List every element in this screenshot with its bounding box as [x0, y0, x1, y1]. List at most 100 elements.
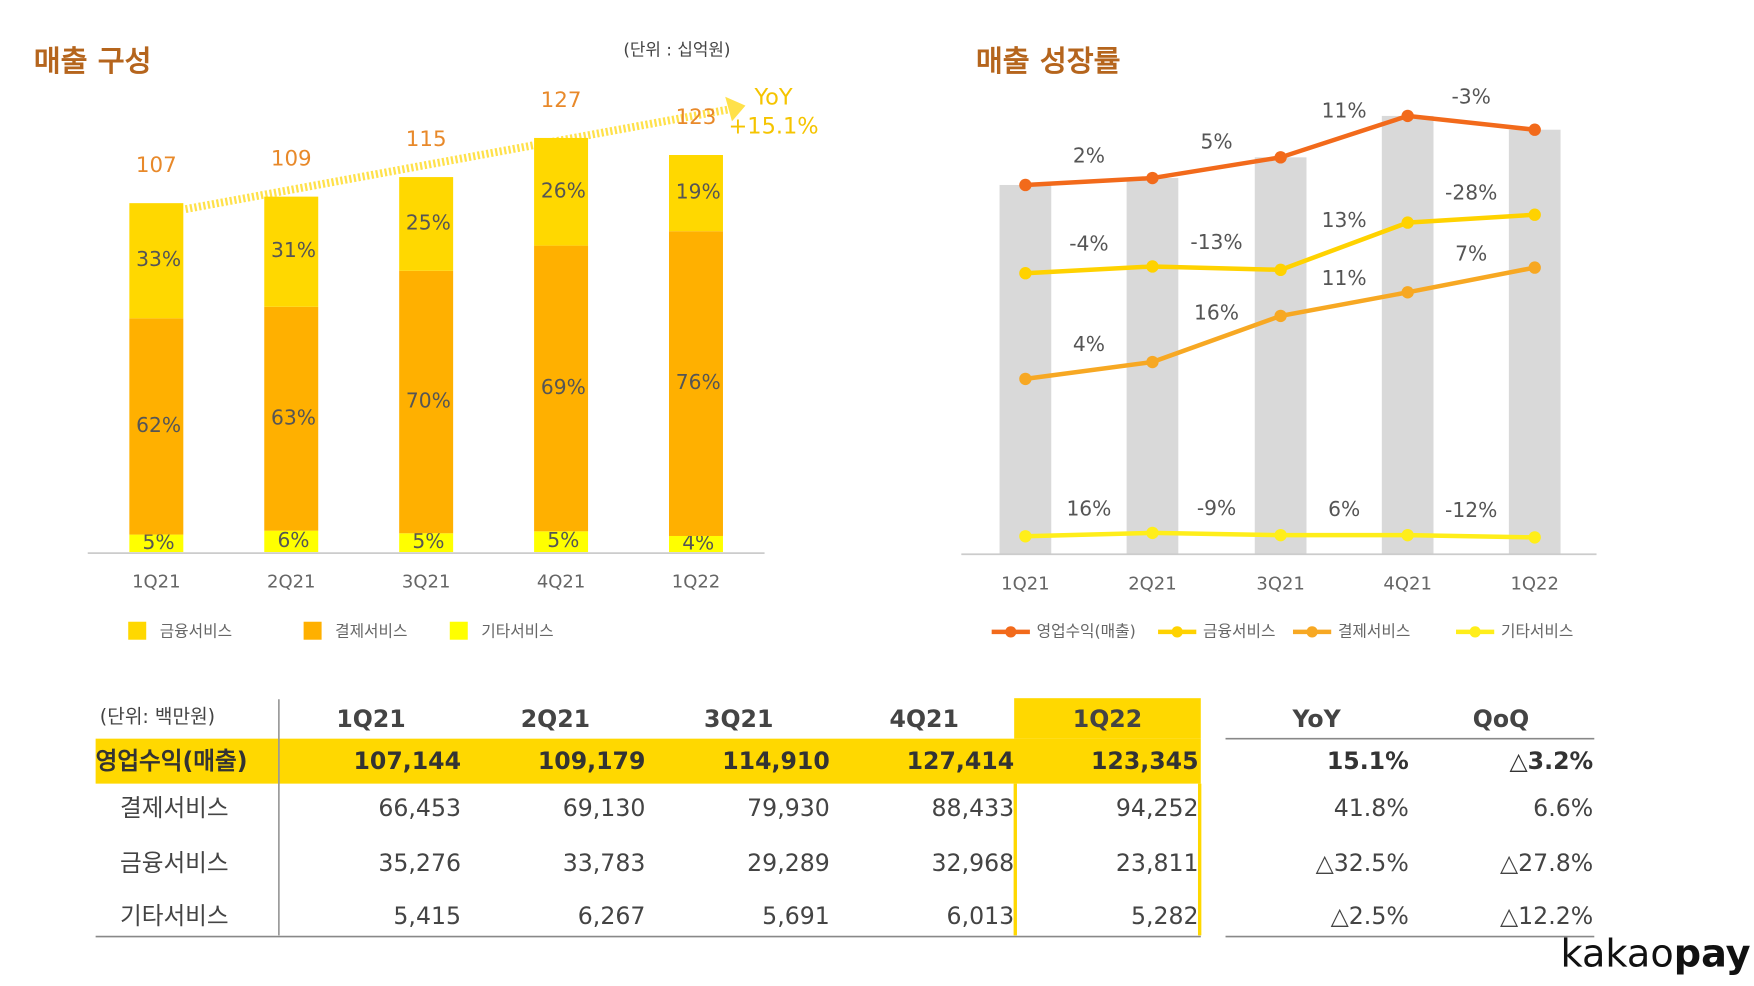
growth-label: 11% [1322, 266, 1367, 290]
growth-label: 5% [1200, 129, 1232, 153]
annotation: YoY [753, 84, 792, 110]
table-cell: 23,811 [1116, 849, 1199, 877]
table-cell: 127,414 [907, 747, 1015, 775]
revenue-bar [1381, 115, 1434, 555]
point [1274, 309, 1287, 323]
bar-segment [399, 270, 454, 534]
x-tick-label: 1Q21 [1001, 574, 1049, 595]
x-tick-label: 4Q21 [1383, 574, 1431, 595]
column-header: QoQ [1473, 705, 1529, 733]
bar-segment [669, 231, 723, 536]
table-cell: △2.5% [1331, 902, 1409, 930]
point [1401, 216, 1414, 229]
point [1528, 123, 1541, 136]
point [1528, 208, 1541, 221]
bar-segment [264, 196, 319, 307]
bar-segment [534, 245, 589, 532]
table-cell: 107,144 [353, 747, 461, 775]
total-label: 109 [271, 147, 312, 172]
growth-label: -9% [1197, 496, 1236, 520]
legend-dot [1005, 626, 1017, 638]
growth-label: 11% [1322, 98, 1367, 122]
x-tick-label: 3Q21 [402, 571, 450, 592]
segment-label: 76% [676, 370, 721, 394]
segment-label: 25% [406, 210, 451, 234]
bar-segment [534, 531, 589, 553]
column-header: 1Q21 [336, 705, 405, 733]
growth-label: 7% [1455, 242, 1487, 266]
point [1274, 151, 1287, 164]
segment-label: 69% [541, 375, 586, 399]
annotation: +15.1% [728, 114, 818, 140]
table-cell: 35,276 [378, 849, 461, 877]
legend-swatch [128, 621, 147, 640]
legend-swatch [449, 621, 468, 640]
bar-segment [129, 534, 184, 553]
growth-label: -4% [1069, 232, 1108, 256]
legend-label: 기타서비스 [481, 621, 553, 640]
x-tick-label: 1Q22 [1510, 574, 1558, 595]
point [1401, 109, 1414, 123]
x-tick-label: 1Q21 [132, 571, 180, 592]
point [1274, 263, 1287, 277]
point [1528, 531, 1541, 544]
table-cell: △12.2% [1500, 902, 1593, 930]
revenue-bar [999, 184, 1052, 555]
row-label: 결제서비스 [120, 794, 229, 822]
growth-label: 6% [1328, 497, 1360, 521]
row-label: 영업수익(매출) [96, 747, 248, 775]
point [1146, 171, 1159, 185]
growth-label: 13% [1322, 208, 1367, 232]
legend-dot [1469, 626, 1481, 638]
point [1019, 178, 1032, 192]
revenue-bar [1254, 157, 1307, 555]
segment-label: 63% [271, 405, 316, 429]
bar-segment [264, 306, 319, 531]
column-header: 3Q21 [704, 705, 773, 733]
column-header: 1Q22 [1073, 705, 1142, 733]
legend-label: 금융서비스 [160, 621, 232, 640]
point [1274, 528, 1287, 542]
chart-title: 매출 구성 [34, 44, 152, 78]
growth-label: 16% [1066, 496, 1111, 520]
point [1146, 526, 1159, 540]
row-label: 금융서비스 [120, 849, 229, 877]
table-cell: 109,179 [538, 747, 646, 775]
point [1528, 261, 1541, 274]
legend-label: 금융서비스 [1203, 621, 1275, 640]
table-cell: △3.2% [1510, 747, 1594, 775]
row-highlight [95, 738, 1201, 784]
total-label: 107 [136, 153, 177, 178]
bar-segment [669, 155, 723, 232]
table-unit: (단위: 백만원) [100, 705, 215, 728]
brand-logo: kakaopay [1561, 932, 1751, 976]
point [1019, 530, 1032, 543]
segment-label: 19% [676, 180, 721, 204]
table-cell: 114,910 [722, 747, 830, 775]
trend-arrow-head [725, 96, 746, 122]
bar-segment [669, 535, 723, 553]
growth-label: 16% [1194, 301, 1239, 325]
unit-label: (단위 : 십억원) [623, 40, 730, 60]
segment-label: 33% [136, 247, 181, 271]
growth-label: -28% [1445, 180, 1497, 204]
header-highlight [1014, 698, 1201, 739]
table-cell: 6,267 [578, 902, 646, 930]
total-label: 127 [541, 88, 582, 113]
point [1146, 355, 1159, 369]
point [1019, 372, 1032, 386]
chart-title: 매출 성장률 [976, 44, 1121, 78]
table-cell: 29,289 [747, 849, 830, 877]
revenue-bar [1508, 129, 1561, 555]
table-cell: 6.6% [1533, 794, 1593, 822]
segment-label: 26% [541, 178, 586, 202]
bar-segment [264, 530, 319, 553]
table-cell: 6,013 [947, 902, 1015, 930]
bar-segment [399, 177, 454, 271]
point [1401, 286, 1414, 299]
growth-label: -12% [1445, 498, 1497, 522]
segment-label: 5% [547, 528, 579, 552]
table-cell: △32.5% [1316, 849, 1409, 877]
table-cell: 94,252 [1116, 794, 1199, 822]
total-label: 115 [406, 127, 447, 152]
